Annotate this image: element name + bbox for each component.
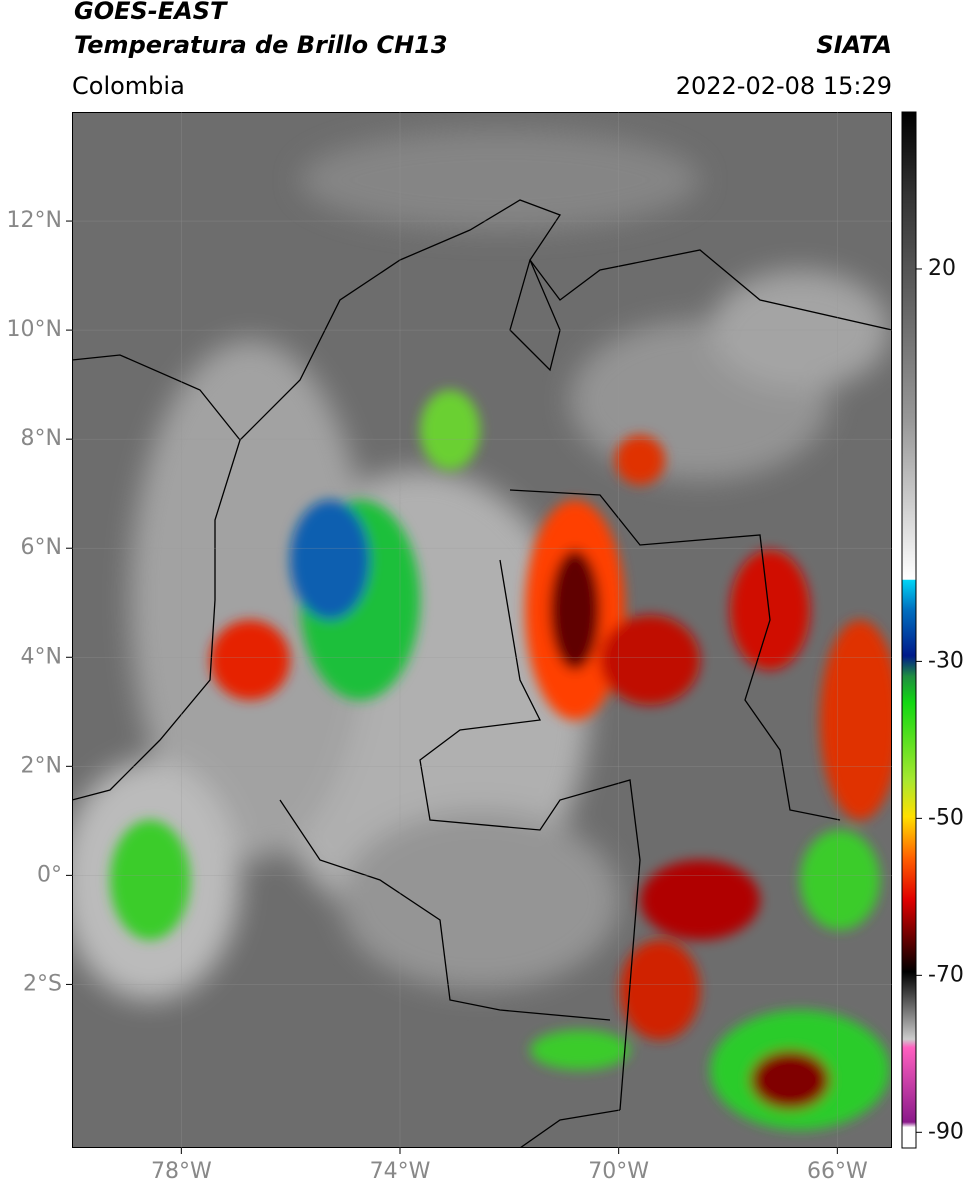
region: Colombia [72, 72, 185, 100]
lat-label: 4°N [21, 644, 62, 669]
satellite-image [72, 112, 892, 1148]
lat-label: 6°N [21, 535, 62, 560]
subtitle: Temperatura de Brillo CH13 [74, 31, 448, 59]
axes: 12°N 10°N 8°N 6°N 4°N 2°N 0° 2°S 78°W 74°W 70°W 66°… [7, 112, 964, 1184]
colorbar-label: -70 [928, 962, 964, 987]
source: SIATA [816, 31, 892, 59]
lon-label: 70°W [588, 1159, 649, 1184]
lat-label: 12°N [7, 208, 62, 233]
lat-label: 2°N [21, 753, 62, 778]
lon-label: 78°W [151, 1159, 212, 1184]
colorbar-label: -50 [928, 805, 964, 830]
lat-label: 2°S [23, 971, 62, 996]
colorbar-label: 20 [928, 256, 956, 281]
lat-label: 10°N [7, 317, 62, 342]
lon-label: 66°W [807, 1159, 868, 1184]
lon-label: 74°W [370, 1159, 431, 1184]
lat-label: 0° [37, 862, 62, 887]
colorbar-label: -30 [928, 648, 964, 673]
datetime: 2022-02-08 15:29 [676, 72, 892, 100]
title: GOES-EAST [74, 0, 228, 25]
colorbar-label: -90 [928, 1119, 964, 1144]
lat-label: 8°N [21, 426, 62, 451]
colorbar [901, 111, 917, 1149]
